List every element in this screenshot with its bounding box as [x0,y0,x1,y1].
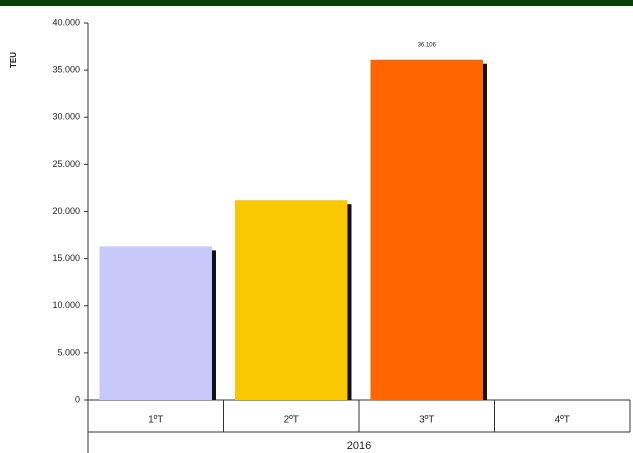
y-tick-label: 25.000 [52,159,80,169]
bar [235,200,348,400]
bar [99,246,212,400]
y-axis-label: TEU [9,52,18,68]
value-label: 36.106 [418,42,437,48]
y-tick-label: 10.000 [52,300,80,310]
y-tick-label: 40.000 [52,17,80,27]
x-tick-label: 3ºT [419,415,434,426]
y-tick-label: 20.000 [52,206,80,216]
top-bar [0,0,633,6]
y-tick-label: 30.000 [52,112,80,122]
y-tick-label: 0 [75,394,80,404]
x-tick-label: 2ºT [284,415,299,426]
y-tick-label: 15.000 [52,253,80,263]
y-tick-label: 5.000 [57,347,80,357]
x-tick-label: 1ºT [148,415,163,426]
y-tick-label: 35.000 [52,65,80,75]
group-label: 2016 [347,440,371,452]
bar [370,59,483,400]
x-tick-label: 4ºT [555,415,570,426]
